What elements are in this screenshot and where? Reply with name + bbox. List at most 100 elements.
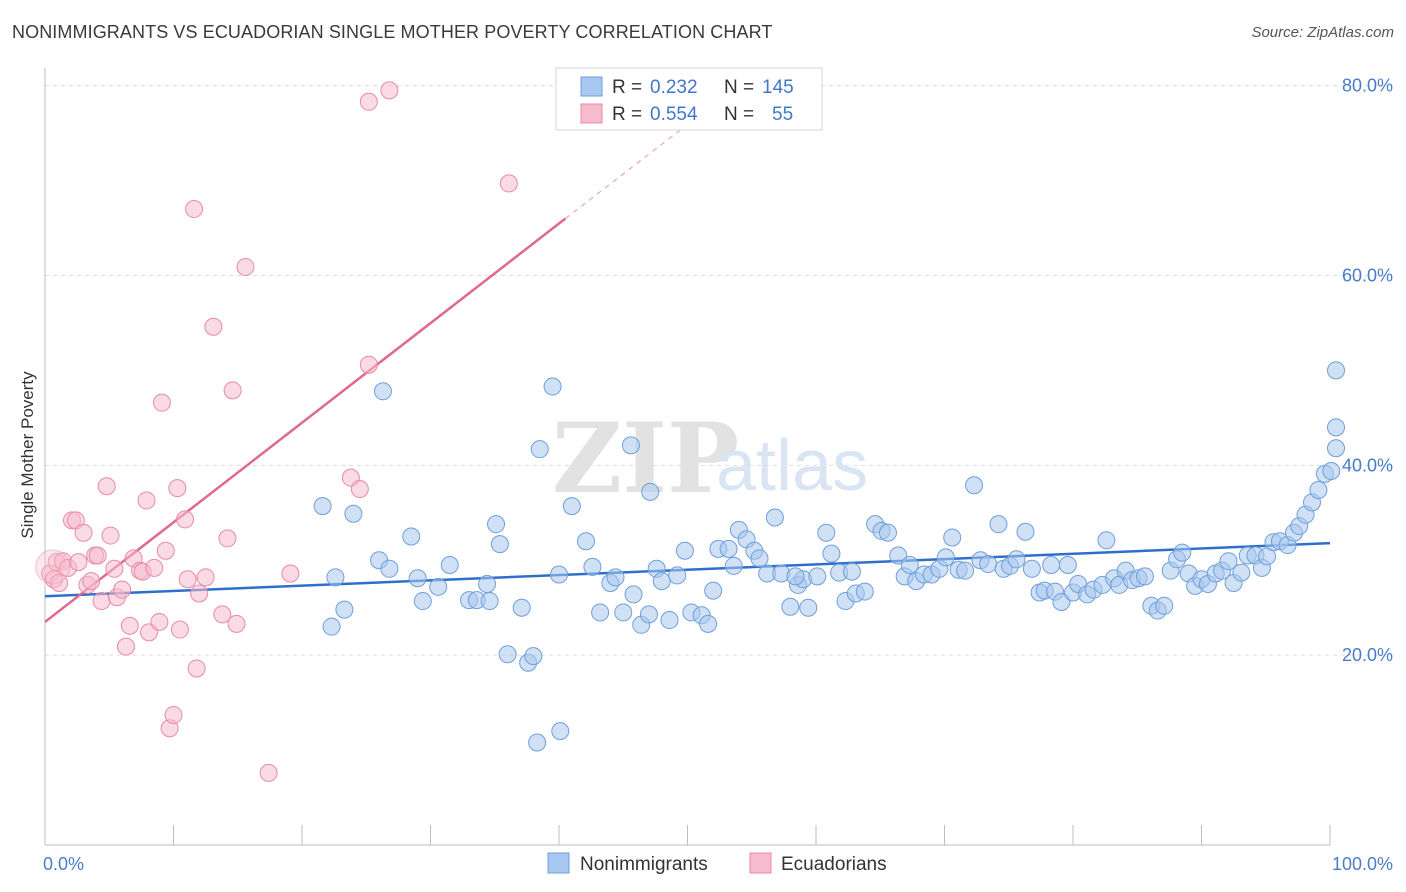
nonimmigrants-point [781, 597, 800, 616]
ecuadorians-point [236, 257, 255, 276]
nonimmigrants-point [487, 515, 506, 534]
ecuadorians-point [259, 763, 278, 782]
nonimmigrants-point [480, 592, 499, 611]
nonimmigrants-point [965, 476, 984, 495]
legend-n-label-2: N = [724, 104, 754, 125]
nonimmigrants-point [583, 557, 602, 576]
nonimmigrants-point [675, 541, 694, 560]
ecuadorians-trend-line [44, 217, 567, 623]
nonimmigrants-point [408, 569, 427, 588]
nonimmigrants-point [606, 568, 625, 587]
legend-n-value-2: 55 [772, 104, 793, 125]
nonimmigrants-point [668, 566, 687, 585]
nonimmigrants-point [1155, 596, 1174, 615]
nonimmigrants-points [313, 361, 1345, 752]
nonimmigrants-point [1173, 543, 1192, 562]
nonimmigrants-point [380, 559, 399, 578]
nonimmigrants-point [313, 497, 332, 516]
series-legend-label-nonimmigrants: Nonimmigrants [580, 854, 708, 875]
ecuadorians-point [359, 355, 378, 374]
y-tick-label: 20.0% [1342, 645, 1393, 665]
nonimmigrants-point [660, 611, 679, 630]
ecuadorians-point [137, 491, 156, 510]
nonimmigrants-point [512, 598, 531, 617]
ecuadorians-point [380, 81, 399, 100]
ecuadorians-point [227, 614, 246, 633]
ecuadorians-point [105, 559, 124, 578]
ecuadorians-point [204, 317, 223, 336]
legend-n-value-1: 145 [762, 77, 794, 98]
nonimmigrants-point [1042, 555, 1061, 574]
nonimmigrants-point [551, 722, 570, 741]
ecuadorians-point [88, 546, 107, 565]
nonimmigrants-point [576, 532, 595, 551]
nonimmigrants-point [562, 497, 581, 516]
stats-legend: R = 0.232 N = 145 R = 0.554 N = 55 [555, 67, 823, 131]
ecuadorians-point [350, 480, 369, 499]
nonimmigrants-point [543, 377, 562, 396]
x-tick-labels: 0.0% 100.0% [43, 854, 1393, 874]
nonimmigrants-point [1327, 361, 1345, 380]
nonimmigrants-point [719, 539, 738, 558]
series-legend: Nonimmigrants Ecuadorians [547, 852, 887, 875]
nonimmigrants-point [1097, 531, 1116, 550]
legend-n-label-1: N = [724, 77, 754, 98]
nonimmigrants-point [335, 600, 354, 619]
nonimmigrants-point [524, 647, 543, 666]
axes [44, 68, 1331, 846]
nonimmigrants-point [641, 482, 660, 501]
nonimmigrants-point [322, 617, 341, 636]
nonimmigrants-point [639, 605, 658, 624]
nonimmigrants-point [799, 598, 818, 617]
ecuadorians-point [223, 381, 242, 400]
ecuadorians-point [120, 616, 139, 635]
ecuadorians-point [92, 592, 111, 611]
ecuadorians-trend-extension [565, 104, 714, 220]
legend-r-value-2: 0.554 [650, 104, 698, 125]
ecuadorians-point [145, 558, 164, 577]
nonimmigrants-point [808, 567, 827, 586]
legend-r-label-2: R = [612, 104, 642, 125]
nonimmigrants-point [652, 572, 671, 591]
legend-r-label-1: R = [612, 77, 642, 98]
y-tick-label: 60.0% [1342, 265, 1393, 285]
nonimmigrants-point [429, 577, 448, 596]
nonimmigrants-point [591, 603, 610, 622]
ecuadorians-point [113, 580, 132, 599]
y-axis-title: Single Mother Poverty [18, 371, 37, 539]
nonimmigrants-point [1058, 555, 1077, 574]
ecuadorians-point [170, 620, 189, 639]
nonimmigrants-point [1016, 522, 1035, 541]
series-legend-label-ecuadorians: Ecuadorians [781, 854, 887, 875]
x-tick-label: 0.0% [43, 854, 84, 874]
ecuadorians-point [156, 541, 175, 560]
nonimmigrants-point [621, 436, 640, 455]
nonimmigrants-point [750, 549, 769, 568]
ecuadorians-point [187, 659, 206, 678]
nonimmigrants-point [817, 523, 836, 542]
chart-title: NONIMMIGRANTS VS ECUADORIAN SINGLE MOTHE… [12, 22, 773, 42]
ecuadorians-point [281, 564, 300, 583]
nonimmigrants-point [1219, 552, 1238, 571]
x-tick-label: 100.0% [1332, 854, 1393, 874]
series-legend-swatch-ecuadorians [749, 852, 772, 874]
nonimmigrants-point [413, 592, 432, 611]
y-tick-label: 80.0% [1342, 76, 1393, 96]
nonimmigrants-point [402, 527, 421, 546]
ecuadorians-point [152, 393, 171, 412]
ecuadorians-point [150, 612, 169, 631]
ecuadorians-point [178, 570, 197, 589]
nonimmigrants-point [699, 614, 718, 633]
nonimmigrants-point [490, 535, 509, 554]
ecuadorians-point [176, 510, 195, 529]
nonimmigrants-trend-line [44, 541, 1331, 598]
nonimmigrants-point [1007, 550, 1026, 569]
watermark: ZIP atlas [552, 402, 868, 515]
nonimmigrants-point [979, 555, 998, 574]
y-tick-labels: 20.0% 40.0% 60.0% 80.0% [1342, 76, 1393, 666]
nonimmigrants-point [1327, 418, 1345, 437]
nonimmigrants-point [1322, 462, 1341, 481]
nonimmigrants-point [855, 582, 874, 601]
ecuadorians-point [196, 568, 215, 587]
